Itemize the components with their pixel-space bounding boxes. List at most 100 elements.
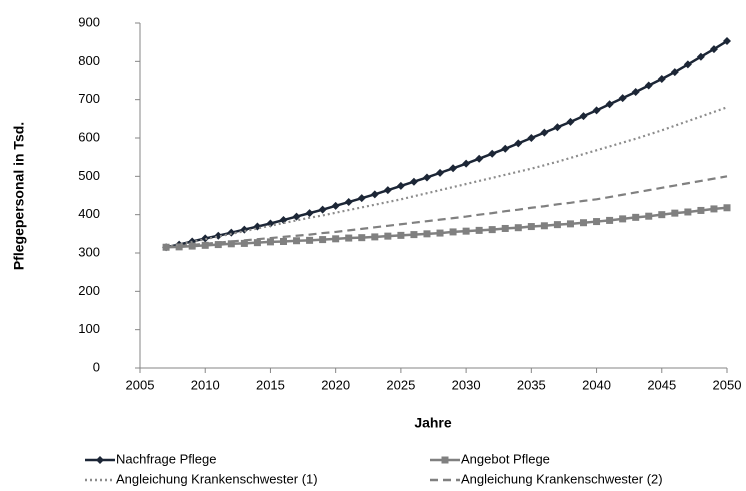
- point: [397, 231, 405, 239]
- x-tick-label: 2025: [386, 377, 415, 392]
- point: [449, 164, 458, 173]
- series-line: [165, 106, 728, 249]
- point: [358, 234, 366, 242]
- point: [357, 194, 366, 203]
- legend-swatch: [430, 456, 460, 464]
- y-axis-label: Pflegepersonal in Tsd.: [11, 122, 27, 270]
- point: [188, 242, 196, 250]
- point: [345, 234, 353, 242]
- point: [384, 232, 392, 240]
- legend-marker: [96, 456, 104, 464]
- y-tick-label: 700: [78, 91, 100, 106]
- point: [253, 239, 261, 247]
- y-tick-label: 600: [78, 129, 100, 144]
- point: [436, 229, 444, 237]
- x-tick-label: 2035: [517, 377, 546, 392]
- point: [592, 106, 601, 115]
- point: [319, 236, 327, 244]
- point: [618, 94, 627, 103]
- point: [240, 239, 248, 247]
- x-tick-label: 2050: [713, 377, 742, 392]
- point: [266, 219, 275, 228]
- point: [305, 209, 314, 218]
- x-tick-label: 2030: [452, 377, 481, 392]
- point: [462, 227, 470, 235]
- point: [527, 134, 536, 142]
- point: [293, 237, 301, 245]
- point: [553, 221, 561, 229]
- point: [279, 238, 287, 245]
- y-tick-label: 300: [78, 244, 100, 259]
- point: [670, 68, 679, 77]
- x-tick-label: 2040: [582, 377, 611, 392]
- y-tick-label: 100: [78, 321, 100, 336]
- point: [606, 216, 614, 224]
- point: [227, 228, 236, 237]
- point: [201, 241, 209, 249]
- point: [514, 139, 523, 148]
- point: [514, 224, 522, 232]
- x-tick-label: 2010: [191, 377, 220, 392]
- legend-label: Angebot Pflege: [461, 451, 550, 466]
- point: [593, 218, 601, 226]
- point: [540, 222, 548, 230]
- point: [449, 228, 457, 236]
- x-tick-label: 2005: [126, 377, 155, 392]
- point: [644, 81, 653, 90]
- point: [344, 198, 353, 207]
- series-line: [165, 175, 728, 249]
- point: [696, 52, 705, 61]
- point: [501, 224, 509, 232]
- point: [410, 231, 418, 239]
- x-tick-label: 2015: [256, 377, 285, 392]
- y-tick-label: 800: [78, 53, 100, 68]
- point: [214, 241, 222, 249]
- point: [710, 205, 718, 213]
- point: [332, 235, 340, 243]
- point: [436, 168, 445, 177]
- point: [580, 219, 588, 227]
- point: [371, 233, 379, 241]
- point: [266, 238, 274, 246]
- point: [619, 215, 627, 223]
- point: [697, 206, 705, 214]
- point: [370, 190, 379, 199]
- point: [383, 186, 392, 195]
- point: [475, 154, 484, 163]
- point: [658, 211, 666, 219]
- legend-marker: [441, 456, 449, 464]
- x-tick-label: 2020: [321, 377, 350, 392]
- point: [396, 181, 405, 190]
- y-tick-label: 400: [78, 206, 100, 221]
- point: [527, 223, 535, 231]
- x-tick-label: 2045: [647, 377, 676, 392]
- legend-swatch: [85, 456, 115, 464]
- point: [422, 173, 431, 182]
- y-tick-label: 0: [93, 359, 100, 374]
- legend-label: Angleichung Krankenschwester (1): [116, 471, 318, 486]
- point: [553, 123, 562, 132]
- point: [657, 74, 666, 83]
- point: [501, 144, 510, 153]
- point: [306, 236, 314, 244]
- point: [279, 216, 288, 225]
- x-axis-label: Jahre: [414, 415, 452, 431]
- legend-label: Angleichung Krankenschwester (2): [461, 471, 663, 486]
- point: [540, 128, 549, 137]
- point: [605, 100, 614, 109]
- point: [709, 45, 718, 54]
- y-tick-label: 200: [78, 283, 100, 298]
- point: [631, 88, 640, 96]
- point: [462, 159, 471, 168]
- point: [475, 226, 483, 234]
- point: [409, 177, 418, 186]
- point: [566, 220, 574, 228]
- point: [566, 117, 575, 126]
- point: [632, 213, 640, 221]
- point: [331, 201, 340, 210]
- point: [227, 240, 235, 248]
- point: [318, 205, 327, 214]
- point: [488, 226, 496, 234]
- point: [723, 37, 731, 46]
